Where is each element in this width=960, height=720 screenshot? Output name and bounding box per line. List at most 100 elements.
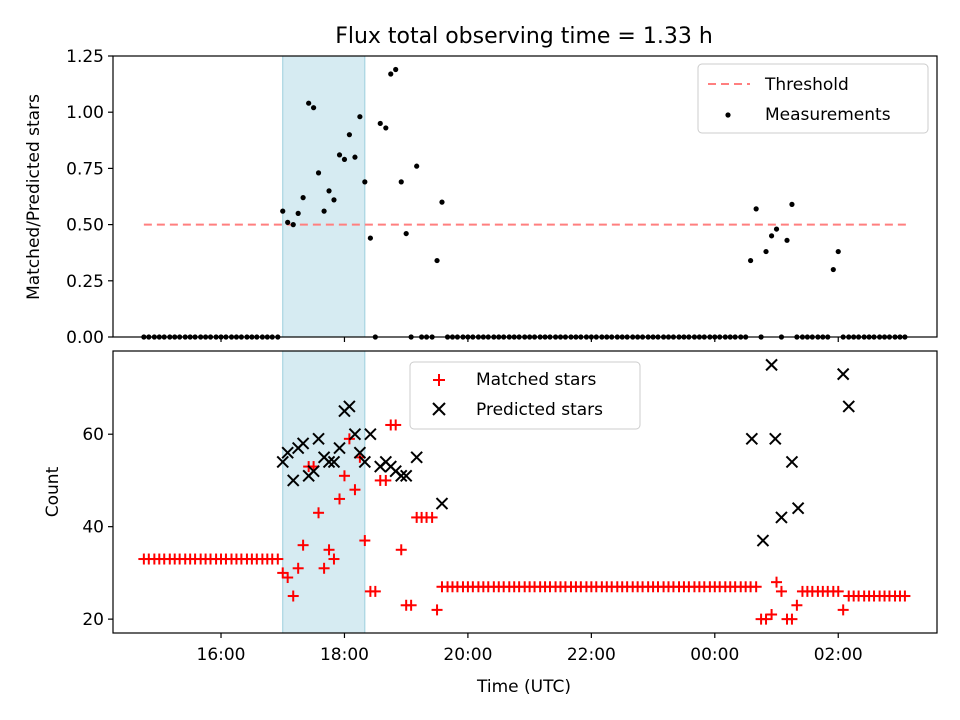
bottom-observing-span [282, 350, 366, 634]
legend-predicted-marker [432, 402, 446, 416]
predicted-star-point [399, 469, 413, 483]
legend-threshold-label: Threshold [764, 75, 849, 95]
top-panel: Flux total observing time = 1.33 h Match… [24, 24, 938, 348]
bottom-axes-frame [112, 350, 938, 634]
matched-star-point [338, 470, 350, 482]
measurement-point [280, 208, 286, 214]
matched-star-point [287, 590, 299, 602]
top-ytick-label: 1.00 [66, 103, 104, 123]
bottom-xtick-label: 02:00 [814, 645, 863, 665]
measurement-point [367, 235, 373, 241]
matched-star-point [832, 585, 844, 597]
matched-star-point [292, 562, 304, 574]
predicted-star-point [353, 446, 367, 459]
predicted-star-point [327, 455, 341, 469]
matched-star-point [349, 484, 361, 496]
matched-star-point [328, 553, 340, 565]
predicted-star-point [410, 451, 423, 464]
predicted-star-point [836, 367, 850, 381]
bottom-plot-area: 20 40 60 16:00 18:00 20:00 22:00 00:00 02:00 [82, 350, 911, 665]
top-axes-frame [112, 55, 938, 338]
legend-measurements-label: Measurements [765, 105, 891, 125]
matched-star-point [272, 553, 284, 565]
matched-star-point [334, 493, 346, 505]
predicted-star-point [756, 534, 770, 547]
measurement-point [326, 188, 332, 194]
measurement-point [398, 179, 404, 185]
matched-star-point [380, 474, 392, 486]
measurement-point [285, 219, 291, 225]
legend-predicted-label: Predicted stars [476, 400, 603, 420]
measurement-point [315, 170, 322, 176]
bottom-xtick-label: 18:00 [320, 645, 369, 665]
bottom-ytick-label: 60 [82, 425, 104, 445]
predicted-star-point [322, 455, 336, 469]
bottom-xtick-label: 20:00 [443, 645, 492, 665]
measurement-point [306, 100, 312, 106]
matched-star-point [760, 613, 772, 625]
top-title: Flux total observing time = 1.33 h [335, 24, 713, 49]
predicted-star-point [842, 400, 855, 413]
measurement-point [336, 152, 343, 158]
measurement-point [321, 208, 327, 214]
matched-star-point [297, 539, 309, 551]
bottom-ytick-label: 20 [82, 610, 104, 630]
legend-matched-label: Matched stars [476, 370, 596, 390]
matched-star-point [313, 507, 325, 519]
predicted-star-point [276, 455, 289, 469]
measurement-point [331, 197, 337, 203]
predicted-star-point [791, 501, 805, 515]
measurement-point [753, 206, 759, 212]
measurement-point [784, 237, 790, 243]
predicted-star-point [769, 432, 782, 446]
top-observing-span [282, 55, 366, 338]
measurement-point [789, 201, 795, 207]
predicted-star-point [307, 464, 320, 478]
measurement-point [747, 257, 754, 264]
predicted-star-point [765, 358, 778, 372]
measurement-point [377, 120, 383, 127]
matched-star-point [395, 544, 407, 556]
measurement-point [352, 154, 358, 160]
legend-matched-marker [433, 374, 445, 386]
predicted-star-point [435, 497, 449, 510]
measurement-point [830, 266, 836, 273]
bottom-legend-box [409, 361, 641, 430]
measurement-point [346, 132, 352, 138]
measurement-point [403, 230, 409, 237]
top-ylabel: Matched/Predicted stars [24, 94, 44, 300]
measurement-point [434, 257, 440, 264]
bottom-xtick-label: 22:00 [567, 645, 616, 665]
matched-star-point [775, 585, 787, 597]
bottom-ytick-label: 40 [82, 518, 104, 538]
top-ytick-label: 0.75 [66, 159, 104, 179]
matched-star-point [359, 535, 371, 547]
top-ytick-label: 1.25 [66, 47, 104, 67]
matched-star-point [369, 585, 381, 597]
predicted-star-point [287, 474, 300, 487]
measurement-point [290, 222, 296, 228]
top-legend-box [697, 63, 929, 134]
predicted-star-point [333, 441, 346, 455]
matched-star-point [771, 576, 783, 588]
measurement-point [768, 233, 775, 239]
matched-star-point [390, 419, 402, 431]
measurement-point [439, 199, 445, 205]
measurement-point [773, 226, 780, 232]
matched-star-point [282, 572, 294, 584]
matched-star-point [323, 544, 335, 556]
measurement-point [310, 105, 317, 111]
predicted-star-point [281, 446, 294, 459]
matched-star-point [431, 604, 443, 616]
predicted-star-point [348, 428, 362, 441]
measurement-point [357, 114, 363, 120]
predicted-star-point [312, 432, 325, 446]
matched-star-point [837, 604, 849, 616]
predicted-star-point [296, 437, 310, 450]
measurement-point [300, 195, 306, 201]
matched-star-point [766, 609, 778, 621]
top-ytick-label: 0.00 [66, 328, 104, 348]
top-legend: Threshold Measurements [697, 63, 929, 134]
matched-star-point [786, 613, 798, 625]
